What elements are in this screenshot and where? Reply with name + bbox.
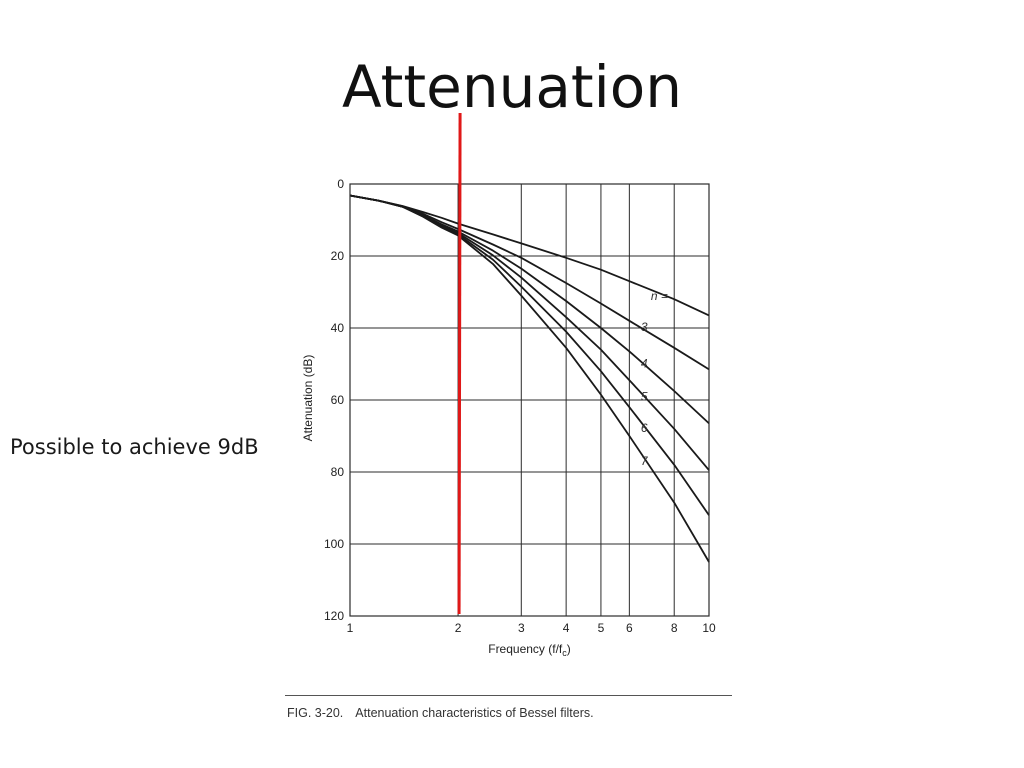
figure-caption-text: Attenuation characteristics of Bessel fi… [355,706,594,720]
y-tick-label-120: 120 [324,609,344,623]
series-label-n-4: 4 [641,356,648,370]
slide-title: Attenuation [342,53,682,121]
annotation-text: Possible to achieve 9dB [10,435,259,459]
y-axis-label: Attenuation (dB) [301,355,315,442]
figure-number: FIG. 3-20. [287,706,344,720]
curve-n-4 [349,194,710,425]
x-tick-label-2: 2 [455,621,462,635]
y-tick-label-80: 80 [331,465,345,479]
curve-n-6 [349,194,710,516]
series-label-n-5: 5 [641,390,648,404]
series-legend-header: n = [651,289,668,303]
series-label-n-6: 6 [641,421,648,435]
x-tick-label-6: 6 [626,621,633,635]
x-tick-label-1: 1 [347,621,354,635]
y-tick-label-20: 20 [331,249,345,263]
series-labels: n = 3 4 5 6 7 [641,289,668,468]
curve-group [349,194,710,563]
x-tick-label-10: 10 [702,621,716,635]
y-tick-label-60: 60 [331,393,345,407]
x-axis-label: Frequency (f/fc) [488,642,571,658]
x-tick-label-8: 8 [671,621,678,635]
x-tick-label-4: 4 [563,621,570,635]
series-label-n-7: 7 [641,454,649,468]
curve-n-3 [349,194,710,371]
x-tick-label-3: 3 [518,621,525,635]
curve-n-5 [349,194,710,471]
y-tick-label-40: 40 [331,321,345,335]
grid-lines [350,184,709,616]
plot-frame [349,183,710,617]
marker-line [457,112,462,615]
figure-caption: FIG. 3-20. Attenuation characteristics of… [287,706,594,720]
series-label-n-3: 3 [641,320,648,334]
caption-divider [285,695,732,696]
y-tick-label-0: 0 [337,177,344,191]
curve-n-7 [349,194,710,563]
x-tick-label-5: 5 [598,621,605,635]
y-tick-label-100: 100 [324,537,344,551]
